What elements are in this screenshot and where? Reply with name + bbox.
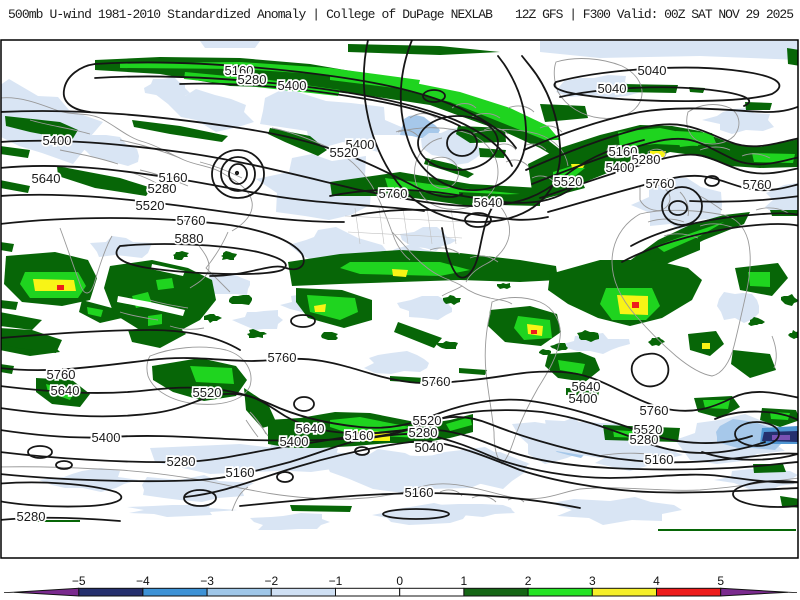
svg-text:3: 3	[589, 574, 596, 588]
svg-text:0: 0	[396, 574, 403, 588]
svg-text:−3: −3	[200, 574, 214, 588]
svg-text:5400: 5400	[92, 430, 121, 445]
svg-text:5280: 5280	[630, 432, 659, 447]
svg-text:5280: 5280	[148, 181, 177, 196]
svg-text:5280: 5280	[632, 152, 661, 167]
svg-text:5640: 5640	[51, 383, 80, 398]
svg-text:5760: 5760	[743, 177, 772, 192]
svg-text:5520: 5520	[330, 145, 359, 160]
svg-text:5520: 5520	[136, 198, 165, 213]
svg-text:5760: 5760	[268, 350, 297, 365]
svg-text:5520: 5520	[193, 385, 222, 400]
svg-text:5400: 5400	[280, 434, 309, 449]
svg-text:5760: 5760	[47, 367, 76, 382]
svg-text:5040: 5040	[415, 440, 444, 455]
svg-text:5400: 5400	[569, 391, 598, 406]
svg-text:500mb U-wind 1981-2010 Standar: 500mb U-wind 1981-2010 Standardized Anom…	[8, 7, 493, 22]
svg-text:5400: 5400	[346, 137, 375, 152]
svg-text:5160: 5160	[645, 452, 674, 467]
svg-text:5040: 5040	[638, 63, 667, 78]
svg-text:5640: 5640	[32, 171, 61, 186]
svg-text:1: 1	[461, 574, 468, 588]
svg-text:5640: 5640	[296, 421, 325, 436]
svg-text:5400: 5400	[43, 133, 72, 148]
svg-text:5520: 5520	[634, 422, 663, 437]
svg-text:5: 5	[717, 574, 724, 588]
svg-text:5160: 5160	[225, 63, 254, 78]
svg-text:5520: 5520	[413, 413, 442, 428]
svg-text:5760: 5760	[646, 176, 675, 191]
svg-text:5640: 5640	[474, 195, 503, 210]
svg-text:5160: 5160	[345, 428, 374, 443]
svg-text:5280: 5280	[17, 509, 46, 524]
svg-text:5880: 5880	[175, 231, 204, 246]
svg-text:5160: 5160	[226, 465, 255, 480]
svg-text:−5: −5	[72, 574, 86, 588]
svg-text:12Z GFS | F300 Valid: 00Z SAT: 12Z GFS | F300 Valid: 00Z SAT NOV 29 202…	[515, 7, 794, 22]
svg-text:2: 2	[525, 574, 532, 588]
svg-text:5160: 5160	[405, 485, 434, 500]
svg-text:5160: 5160	[159, 170, 188, 185]
svg-text:5520: 5520	[554, 174, 583, 189]
svg-text:5760: 5760	[379, 186, 408, 201]
svg-text:5760: 5760	[640, 403, 669, 418]
svg-text:5280: 5280	[167, 454, 196, 469]
svg-text:5280: 5280	[238, 72, 267, 87]
svg-text:5040: 5040	[598, 81, 627, 96]
svg-text:5400: 5400	[278, 78, 307, 93]
svg-text:5760: 5760	[177, 213, 206, 228]
svg-text:−4: −4	[136, 574, 150, 588]
svg-text:5160: 5160	[609, 144, 638, 159]
svg-text:−1: −1	[329, 574, 343, 588]
svg-text:5280: 5280	[409, 425, 438, 440]
svg-text:4: 4	[653, 574, 660, 588]
svg-text:−2: −2	[264, 574, 278, 588]
svg-text:5400: 5400	[606, 160, 635, 175]
svg-text:5640: 5640	[572, 379, 601, 394]
svg-text:5760: 5760	[422, 374, 451, 389]
